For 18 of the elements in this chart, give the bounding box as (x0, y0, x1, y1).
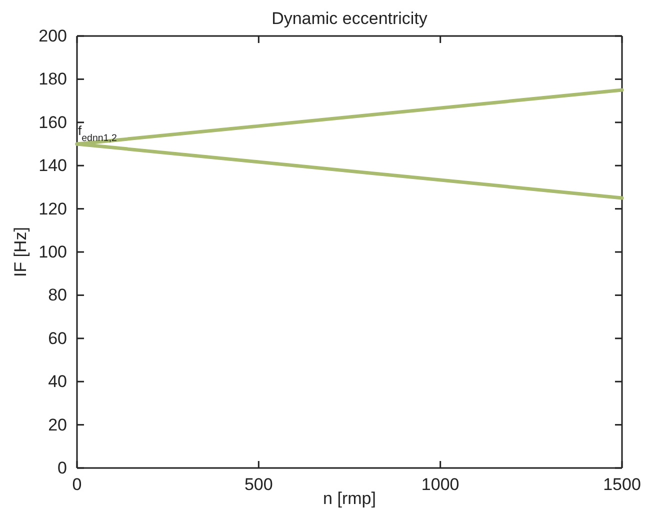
y-tick-label: 140 (38, 156, 67, 176)
y-tick-label: 60 (48, 328, 67, 348)
x-tick-label: 500 (244, 475, 273, 494)
y-tick-label: 80 (48, 286, 67, 305)
y-axis-title: IF [Hz] (11, 226, 30, 278)
y-tick-label: 20 (48, 415, 67, 434)
x-tick-label: 0 (72, 475, 82, 494)
y-tick-label: 40 (48, 372, 67, 392)
y-tick-label: 100 (38, 242, 67, 262)
y-tick-label: 120 (38, 199, 67, 218)
y-tick-label: 200 (38, 26, 67, 46)
y-tick-label: 180 (38, 70, 67, 89)
chart-title: Dynamic eccentricity (272, 9, 428, 28)
x-tick-label: 1000 (421, 475, 460, 494)
x-tick-label: 1500 (603, 475, 641, 494)
y-tick-label: 0 (58, 458, 67, 478)
x-axis-title: n [rmp] (323, 489, 376, 508)
y-tick-label: 160 (38, 112, 67, 132)
